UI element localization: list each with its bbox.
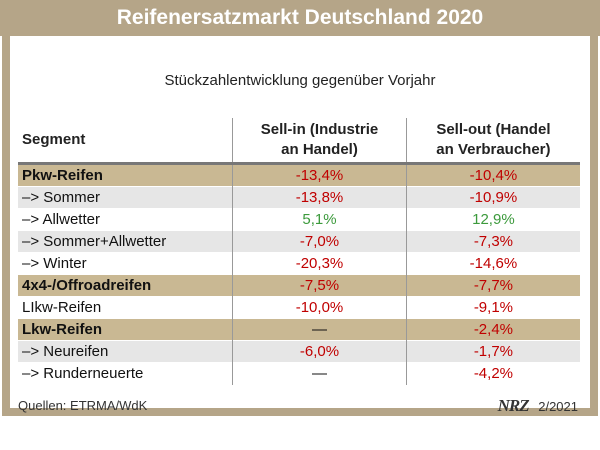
table-row: –> Allwetter 5,1% 12,9% [18,208,580,231]
header-sell-in-line2: an Handel) [281,141,358,158]
sell-out-cell: -4,2% [405,362,580,385]
issue-number: 2/2021 [538,399,578,414]
segment-cell: –> Winter [22,255,87,272]
sell-in-cell: — [232,362,407,385]
header-sell-out: Sell-out (Handel an Verbraucher) [405,118,580,164]
chart-title: Reifenersatzmarkt Deutschland 2020 [0,0,600,36]
segment-cell: –> Sommer [22,189,100,206]
segment-cell: Lkw-Reifen [22,321,103,338]
sell-in-cell: -7,0% [232,230,407,253]
publisher-footer: NRZ 2/2021 [498,396,578,416]
sell-out-cell: -2,4% [405,318,580,341]
table-row: LIkw-Reifen -10,0% -9,1% [18,296,580,319]
sell-in-cell: — [232,318,407,341]
header-sell-out-line1: Sell-out (Handel [436,121,551,138]
table-body: Pkw-Reifen -13,4% -10,4% –> Sommer -13,8% -10… [18,163,580,385]
header-sell-in-line1: Sell-in (Industrie [260,121,379,138]
sell-out-cell: -9,1% [405,296,580,319]
sell-out-cell: -7,3% [405,230,580,253]
sell-in-cell: 5,1% [232,208,407,231]
sell-in-cell: -7,5% [232,274,407,297]
header-sell-out-line2: an Verbraucher) [436,141,551,158]
sell-out-cell: 12,9% [405,208,580,231]
sell-out-cell: -1,7% [405,340,580,363]
sell-in-cell: -10,0% [232,296,407,319]
segment-cell: –> Runderneuerte [22,365,144,382]
sell-out-cell: -10,4% [405,163,580,187]
subtitle: Stückzahlentwicklung gegenüber Vorjahr [164,72,436,89]
table-row: –> Winter -20,3% -14,6% [18,252,580,275]
table-row: Pkw-Reifen -13,4% -10,4% [18,163,580,187]
sell-out-cell: -7,7% [405,274,580,297]
segment-cell: –> Sommer+Allwetter [22,233,167,250]
segment-cell: Pkw-Reifen [22,167,103,184]
segment-cell: –> Allwetter [22,211,100,228]
header-segment: Segment [22,131,86,148]
table-row: –> Neureifen -6,0% -1,7% [18,340,580,363]
table-row: –> Sommer -13,8% -10,9% [18,186,580,209]
sell-in-cell: -13,8% [232,186,407,209]
sell-out-cell: -14,6% [405,252,580,275]
table-row: 4x4-/Offroadreifen -7,5% -7,7% [18,274,580,297]
table-header-row: Segment Sell-in (Industrie an Handel) Se… [18,118,580,164]
table-row: Lkw-Reifen — -2,4% [18,318,580,341]
sell-in-cell: -20,3% [232,252,407,275]
header-sell-in: Sell-in (Industrie an Handel) [232,118,407,164]
table-row: –> Runderneuerte — -4,2% [18,362,580,385]
segment-cell: 4x4-/Offroadreifen [22,277,152,294]
segment-cell: –> Neureifen [22,343,109,360]
table-row: –> Sommer+Allwetter -7,0% -7,3% [18,230,580,253]
sell-out-cell: -10,9% [405,186,580,209]
source-note: Quellen: ETRMA/WdK [18,398,148,413]
sell-in-cell: -6,0% [232,340,407,363]
market-table: Segment Sell-in (Industrie an Handel) Se… [18,118,580,385]
nrz-logo: NRZ [497,396,530,415]
segment-cell: LIkw-Reifen [22,299,102,316]
sell-in-cell: -13,4% [232,163,407,187]
